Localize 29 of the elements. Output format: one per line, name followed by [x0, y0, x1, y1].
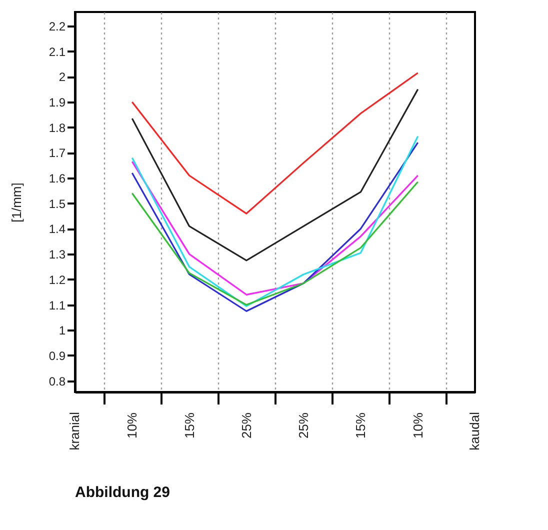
text: kaudal: [467, 412, 482, 450]
text: kranial: [67, 412, 82, 450]
line-series: [131, 160, 419, 296]
x-tick-label: 10%: [410, 412, 426, 439]
y-tick-label: 1.5: [48, 196, 66, 211]
y-tick-label: 0.9: [48, 348, 66, 363]
y-tick-label: 2: [58, 70, 66, 84]
y-tick-label: 0.8: [48, 374, 66, 388]
y-tick-label: 1.8: [48, 120, 66, 135]
x-tick-label: 25%: [238, 412, 254, 439]
y-axis-title: [1/mm]: [8, 182, 24, 222]
y-tick-label: 1.2: [48, 272, 66, 287]
line-series: [131, 88, 419, 262]
y-tick-label: 1.7: [48, 146, 66, 160]
y-tick-label: 1.6: [48, 172, 66, 186]
y-tick-label: 1.1: [48, 298, 66, 312]
y-tick-label: 1: [58, 324, 66, 338]
y-tick-label: 2.1: [48, 44, 66, 59]
y-tick-label: 1.9: [48, 95, 66, 110]
x-tick-label: 15%: [182, 412, 197, 439]
y-tick-label: 1.3: [48, 248, 66, 262]
y-tick-label: 2.2: [48, 19, 66, 34]
y-tick-label: 1.4: [48, 222, 66, 236]
line-series: [131, 181, 419, 306]
x-tick-label: 10%: [124, 412, 140, 439]
x-tick-label: 15%: [353, 412, 368, 439]
text: Abbildung 29: [75, 484, 170, 501]
line-series: [131, 72, 419, 214]
x-tick-label: 25%: [296, 412, 312, 439]
